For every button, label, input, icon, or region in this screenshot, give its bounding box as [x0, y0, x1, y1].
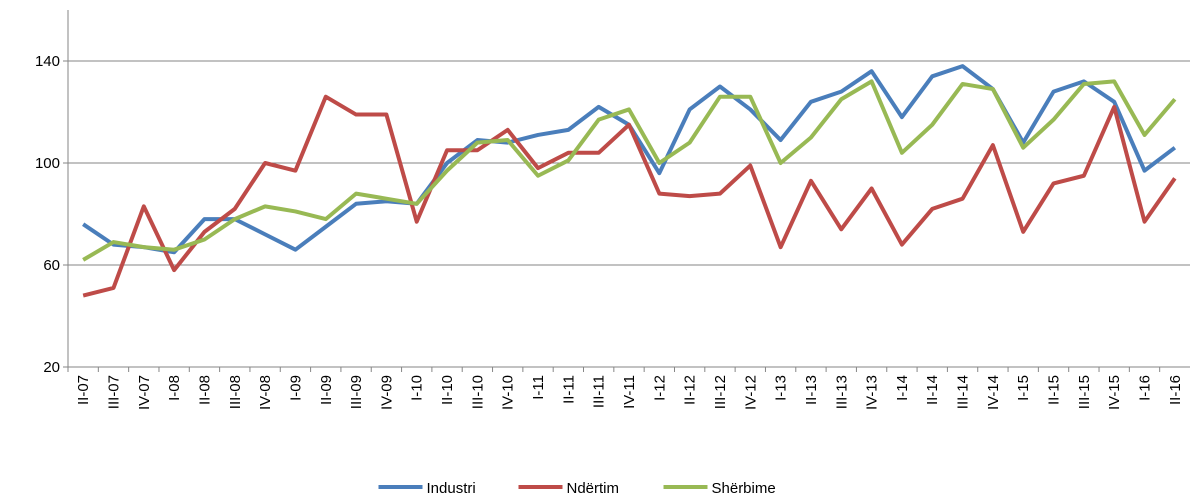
- x-tick-label: II-11: [560, 375, 577, 404]
- x-tick-label: IV-07: [136, 375, 153, 410]
- y-tick-label: 60: [43, 257, 60, 274]
- x-tick-label: II-12: [682, 375, 699, 405]
- x-tick-label: III-08: [227, 375, 244, 409]
- x-tick-label: I-13: [773, 375, 790, 401]
- x-tick-label: IV-11: [621, 375, 638, 409]
- x-tick-label: III-15: [1076, 375, 1093, 409]
- x-tick-label: III-12: [712, 375, 729, 409]
- x-tick-label: III-14: [955, 375, 972, 409]
- x-tick-label: IV-14: [985, 375, 1002, 410]
- x-tick-label: II-09: [318, 375, 335, 405]
- x-tick-label: I-11: [530, 375, 547, 400]
- x-tick-label: IV-09: [378, 375, 395, 410]
- x-tick-label: IV-15: [1106, 375, 1123, 410]
- x-tick-label: I-10: [409, 375, 426, 401]
- series-line: [82, 94, 1177, 298]
- legend-label: Industri: [427, 480, 476, 497]
- y-tick-label: 100: [35, 155, 60, 172]
- x-tick-label: III-09: [348, 375, 365, 409]
- legend-label: Shërbime: [712, 480, 776, 497]
- x-tick-label: I-16: [1137, 375, 1154, 401]
- x-tick-label: II-07: [75, 375, 92, 405]
- x-tick-label: IV-12: [742, 375, 759, 410]
- x-tick-label: I-09: [287, 375, 304, 401]
- x-tick-label: II-13: [803, 375, 820, 405]
- x-tick-label: III-10: [469, 375, 486, 409]
- x-tick-label: II-14: [924, 375, 941, 405]
- x-tick-label: III-07: [105, 375, 122, 409]
- y-tick-label: 20: [43, 359, 60, 376]
- x-tick-label: I-08: [166, 375, 183, 401]
- series-line: [82, 64, 1177, 255]
- x-tick-label: I-14: [894, 375, 911, 401]
- x-tick-label: IV-13: [864, 375, 881, 410]
- x-tick-label: IV-08: [257, 375, 274, 410]
- x-tick-label: III-13: [833, 375, 850, 409]
- x-tick-label: III-11: [591, 375, 608, 408]
- y-tick-label: 140: [35, 53, 60, 70]
- x-tick-label: II-16: [1167, 375, 1184, 405]
- series-line: [82, 79, 1177, 262]
- x-tick-label: II-10: [439, 375, 456, 405]
- x-tick-label: IV-10: [500, 375, 517, 410]
- x-tick-label: I-15: [1015, 375, 1032, 401]
- legend-label: Ndërtim: [567, 480, 620, 497]
- x-tick-label: II-15: [1046, 375, 1063, 405]
- x-tick-label: II-08: [196, 375, 213, 405]
- x-tick-label: I-12: [651, 375, 668, 401]
